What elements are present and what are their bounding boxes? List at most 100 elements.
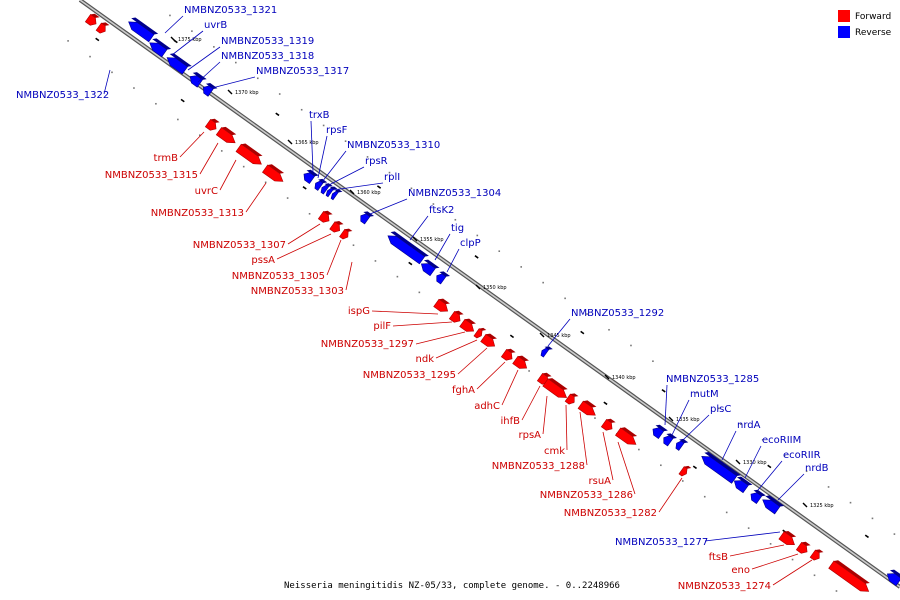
- track-dot: [322, 124, 325, 127]
- scale-tick-mark: [170, 36, 176, 42]
- leader-line-fgha: [476, 361, 506, 390]
- leader-line-nmbnz0533-1310: [321, 150, 347, 183]
- gene-arrow-nmbnz0533-1286: [615, 427, 638, 445]
- map-caption: Neisseria meningitidis NZ-05/33, complet…: [284, 581, 620, 591]
- track-dot: [660, 464, 662, 467]
- gene-label-nrdb: nrdB: [805, 463, 829, 474]
- track-dot: [366, 156, 369, 158]
- leader-line-nmbnz0533-1295: [457, 347, 488, 375]
- gene-label-nmbnz0533-1282: NMBNZ0533_1282: [564, 508, 657, 519]
- gene-arrow-nmbnz0533-1295: [480, 333, 497, 347]
- gene-label-nmbnz0533-1317: NMBNZ0533_1317: [256, 66, 349, 77]
- track-dot: [849, 501, 852, 504]
- gene-label-nmbnz0533-1305: NMBNZ0533_1305: [232, 271, 325, 282]
- leader-line-trmb: [179, 131, 205, 158]
- track-dot: [696, 391, 698, 394]
- leader-line-trxb: [310, 120, 314, 173]
- gene-label-trxb: trxB: [309, 110, 330, 121]
- gene-arrow-ftsb: [778, 530, 797, 545]
- gene-features: [84, 13, 900, 592]
- feature-dash: [180, 98, 185, 103]
- genome-backbone: [78, 0, 900, 589]
- feature-dash: [408, 261, 413, 266]
- feature-dash: [509, 334, 515, 339]
- leader-line-nmbnz0533-1285: [664, 384, 668, 426]
- gene-label-nmbnz0533-1303: NMBNZ0533_1303: [251, 286, 344, 297]
- gene-arrow-eno: [795, 541, 811, 554]
- leader-line-rpsf: [317, 135, 328, 179]
- gene-arrow-nmbnz0533-1318: [189, 72, 207, 88]
- leader-line-rsua: [602, 431, 614, 481]
- gene-arrow-rpsr: [325, 186, 338, 198]
- track-dot: [432, 203, 435, 205]
- track-dot: [344, 140, 347, 142]
- gene-arrow-nmbnz0533-1307: [317, 210, 333, 223]
- leader-line-nmbnz0533-1277: [704, 531, 781, 542]
- gene-arrow-pilf: [448, 310, 464, 323]
- track-dot: [813, 574, 816, 577]
- track-dot: [242, 165, 245, 168]
- gene-label-nmbnz0533-1288: NMBNZ0533_1288: [492, 461, 585, 472]
- track-dot: [213, 46, 215, 48]
- scale-tick-label: 1330 kbp: [743, 460, 767, 466]
- legend-forward-label: Forward: [855, 12, 891, 22]
- track-dot: [717, 407, 720, 410]
- gene-arrow-ecoriir: [750, 489, 766, 504]
- leader-line-nmbnz0533-1303: [345, 261, 353, 291]
- track-dot: [388, 171, 391, 174]
- legend-forward-swatch: [838, 10, 850, 22]
- leader-line-nmbnz0533-1292: [547, 318, 571, 347]
- leader-line-nrdb: [777, 473, 805, 501]
- gene-arrow-uvrc: [215, 126, 237, 144]
- gene-arrow-ndk: [473, 327, 487, 339]
- scale-tick-mark: [412, 236, 418, 242]
- gene-arrow-ecoriim: [733, 476, 753, 494]
- legend: Forward Reverse: [838, 10, 892, 38]
- track-dot: [703, 495, 706, 498]
- gene-label-nmbnz0533-1292: NMBNZ0533_1292: [571, 308, 664, 319]
- gene-label-rpsf: rpsF: [326, 125, 348, 136]
- leader-line-clpp: [446, 248, 460, 273]
- feature-dash: [603, 401, 608, 406]
- scale-tick-label: 1325 kbp: [810, 503, 834, 509]
- track-dot: [681, 480, 684, 482]
- gene-arrow-nmbnz0533-1288: [577, 400, 597, 416]
- scale-tick-mark: [668, 416, 674, 422]
- feature-dash: [767, 464, 772, 469]
- gene-arrow-nmbnz0533-1305: [339, 228, 353, 240]
- gene-label-nmbnz0533-1307: NMBNZ0533_1307: [193, 240, 286, 251]
- track-dot: [871, 517, 874, 520]
- track-dot: [352, 244, 355, 247]
- gene-label-fgha: fghA: [452, 385, 475, 396]
- leader-line-ecoriir: [757, 460, 783, 491]
- leader-line-nmbnz0533-1286: [617, 441, 636, 495]
- track-dot: [264, 181, 267, 184]
- leader-line-ftsk2: [409, 215, 429, 241]
- gene-arrow-pssa: [329, 221, 344, 233]
- feature-dash: [95, 37, 100, 42]
- leader-line-nmbnz0533-1319: [187, 46, 221, 71]
- leader-line-uvrb: [171, 30, 204, 56]
- leader-line-eno: [751, 553, 799, 570]
- gene-arrow-nmbnz0533-1321: [128, 17, 159, 43]
- gene-label-nmbnz0533-1304: NMBNZ0533_1304: [408, 188, 501, 199]
- scale-tick-mark: [227, 89, 233, 95]
- leader-line-nmbnz0533-1317: [211, 76, 256, 89]
- leader-line-nmbnz0533-1321: [164, 15, 184, 34]
- track-dot: [747, 527, 750, 529]
- gene-arrow-nmbnz0533-1310: [320, 183, 333, 195]
- gene-label-nmbnz0533-1321: NMBNZ0533_1321: [184, 5, 277, 16]
- track-dot: [761, 438, 764, 441]
- leader-line-nmbnz0533-1282: [658, 477, 683, 513]
- gene-label-ecoriim: ecoRIIM: [762, 435, 801, 446]
- track-dot: [520, 266, 523, 268]
- gene-arrow-nmbnz0533-1297: [459, 318, 476, 332]
- gene-arrow-cmk: [564, 393, 579, 405]
- track-dot: [674, 376, 676, 378]
- gene-arrow-nmbnz0533-1319: [166, 53, 192, 75]
- scale-tick-label: 1345 kbp: [547, 333, 571, 339]
- gene-arrow-rpsa: [542, 378, 568, 398]
- gene-label-nmbnz0533-1295: NMBNZ0533_1295: [363, 370, 456, 381]
- feature-dash: [275, 112, 280, 117]
